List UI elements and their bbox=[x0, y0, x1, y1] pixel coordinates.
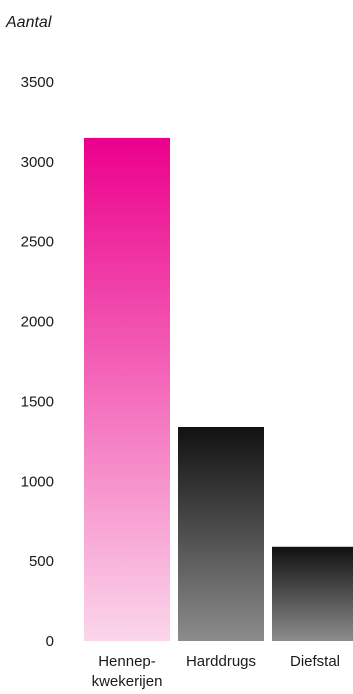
bar-2 bbox=[272, 546, 353, 641]
y-tick-label: 1000 bbox=[21, 473, 54, 490]
bars bbox=[84, 137, 353, 641]
x-category-label: Hennep- bbox=[98, 653, 156, 670]
y-tick-label: 2000 bbox=[21, 314, 54, 331]
bar-1 bbox=[178, 426, 264, 641]
x-category-label: Diefstal bbox=[290, 653, 340, 670]
y-tick-label: 0 bbox=[46, 633, 54, 650]
bar-0 bbox=[84, 137, 170, 641]
x-axis-labels: Hennep-kwekerijen Harddrugs Diefstal bbox=[92, 653, 340, 690]
y-axis-ticks: 0 500 1000 1500 2000 2500 3000 3500 bbox=[21, 74, 54, 650]
y-axis-label: Aantal bbox=[5, 14, 52, 31]
y-tick-label: 1500 bbox=[21, 393, 54, 410]
y-tick-label: 500 bbox=[29, 553, 54, 570]
x-category-label: kwekerijen bbox=[92, 673, 163, 690]
y-tick-label: 2500 bbox=[21, 234, 54, 251]
x-category-label: Harddrugs bbox=[186, 653, 256, 670]
y-tick-label: 3000 bbox=[21, 154, 54, 171]
y-tick-label: 3500 bbox=[21, 74, 54, 91]
